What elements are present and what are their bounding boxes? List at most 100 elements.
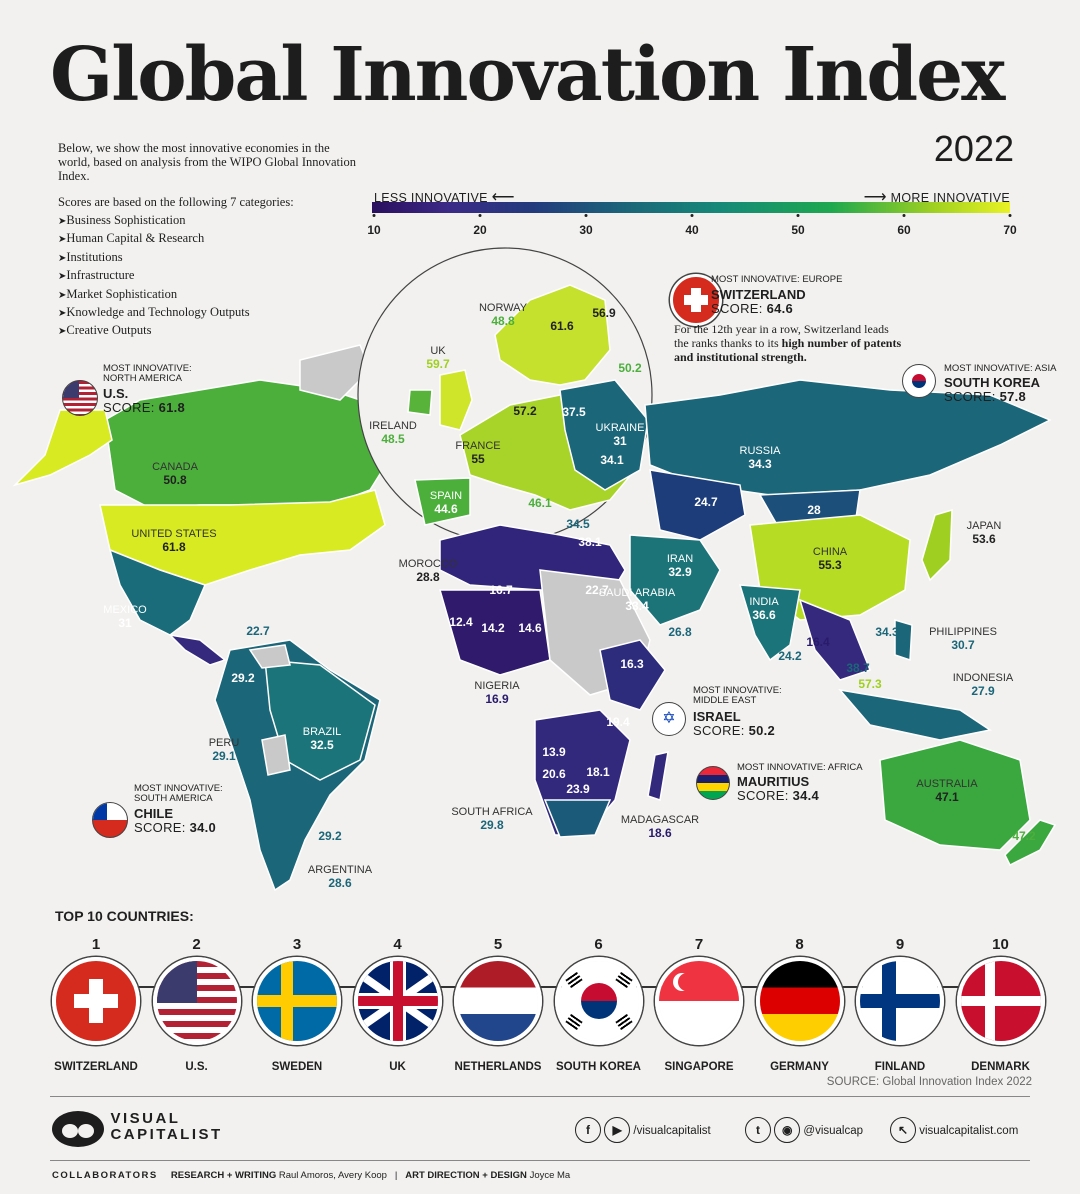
- map-label-name: AUSTRALIA: [916, 778, 978, 790]
- intro-text: Below, we show the most innovative econo…: [58, 141, 356, 183]
- map-label-35: PHILIPPINES 30.7: [918, 626, 1008, 652]
- uk-flag-icon: [353, 957, 442, 1045]
- instagram-icon[interactable]: ◉: [774, 1117, 801, 1143]
- world-map: [12, 247, 1057, 892]
- central-asia-shape: [649, 469, 746, 541]
- map-label-value: 29.1: [212, 749, 236, 763]
- category-item: Business Sophistication: [58, 212, 250, 230]
- legend-tick-label: 10: [367, 223, 381, 237]
- callout-sa-kicker: MOST INNOVATIVE: SOUTH AMERICA: [134, 783, 223, 804]
- mexico-shape: [108, 548, 207, 636]
- map-label-value: 31: [613, 434, 627, 448]
- map-label-47: 13.9: [509, 746, 599, 759]
- social-web[interactable]: ↖ visualcapitalist.com: [890, 1117, 1018, 1143]
- map-label-value: 29.2: [318, 829, 342, 843]
- map-label-name: IRELAND: [369, 420, 417, 432]
- top10-connector-line: [96, 986, 996, 988]
- legend-tick-label: 40: [685, 223, 699, 237]
- map-label-value: 16.7: [489, 583, 513, 597]
- map-label-18: RUSSIA 34.3: [715, 445, 805, 471]
- south-africa-shape: [543, 799, 612, 838]
- map-label-52: SOUTH AFRICA 29.8: [447, 806, 537, 832]
- credits: COLLABORATORS RESEARCH + WRITING Raul Am…: [52, 1170, 571, 1181]
- callout-europe-score: SCORE: 64.6: [711, 301, 794, 316]
- map-label-value: 37.5: [562, 405, 586, 419]
- map-label-value: 56.9: [592, 306, 616, 320]
- legend-less-label: LESS INNOVATIVE ⟵: [374, 189, 515, 206]
- map-label-15: UNITED STATES 61.8: [129, 528, 219, 554]
- map-label-value: 34.5: [566, 517, 590, 531]
- top10-item: 8 GERMANY: [750, 936, 850, 1073]
- social-tw-ig[interactable]: t ◉ @visualcap: [745, 1117, 863, 1143]
- youtube-icon[interactable]: ▶: [604, 1117, 631, 1143]
- map-label-50: 23.9: [533, 783, 623, 796]
- top10-item: 7 SINGAPORE: [649, 936, 749, 1073]
- social-fb-yt[interactable]: f ▶ /visualcapitalist: [575, 1117, 711, 1143]
- venezuela-shape: [248, 644, 291, 669]
- map-label-38: 16.3: [587, 658, 677, 671]
- map-label-31: 14.2: [448, 622, 538, 635]
- map-label-value: 57.2: [513, 404, 537, 418]
- map-label-value: 38.1: [578, 535, 602, 549]
- top10-country: SOUTH KOREA: [556, 1061, 641, 1073]
- us-flag-icon: [62, 380, 98, 416]
- legend-tick-mark: [690, 214, 694, 217]
- map-label-name: MEXICO: [103, 604, 147, 616]
- category-item: Knowledge and Technology Outputs: [58, 304, 249, 322]
- map-label-8: UKRAINE 31: [575, 422, 665, 448]
- map-label-4: 50.2: [585, 362, 675, 375]
- map-label-value: 22.7: [246, 624, 270, 638]
- category-item: Institutions: [58, 249, 250, 267]
- top10-rank: 7: [694, 936, 704, 953]
- callout-me-kicker: MOST INNOVATIVE: MIDDLE EAST: [693, 685, 782, 706]
- map-label-name: MADAGASCAR: [620, 814, 700, 826]
- twitter-icon[interactable]: t: [745, 1117, 771, 1143]
- brand-line2: CAPITALIST: [110, 1126, 223, 1143]
- brazil-shape: [264, 659, 376, 781]
- top10-rank: 2: [192, 936, 201, 953]
- indonesia-shape: [838, 688, 992, 741]
- callout-asia-score: SCORE: 57.8: [944, 389, 1027, 404]
- top10-item: 1 SWITZERLAND: [46, 936, 146, 1073]
- madagascar-shape: [647, 751, 669, 801]
- legend-tick-label: 60: [897, 223, 911, 237]
- source-text: SOURCE: Global Innovation Index 2022: [826, 1076, 1032, 1088]
- callout-europe: [670, 274, 722, 326]
- map-label-name: UK: [430, 345, 446, 357]
- israel-flag-icon: ✡: [652, 702, 686, 736]
- map-label-1: 61.6: [517, 320, 607, 333]
- map-label-51: AUSTRALIA 47.1: [902, 778, 992, 804]
- germany-flag-icon: [755, 957, 844, 1045]
- scandinavia-shape: [494, 284, 611, 386]
- map-label-name: SOUTH AFRICA: [451, 806, 533, 818]
- top10-rank: 1: [91, 936, 101, 953]
- legend-tick-mark: [372, 214, 376, 217]
- map-label-name: JAPAN: [966, 520, 1002, 532]
- cursor-icon[interactable]: ↖: [890, 1117, 916, 1143]
- top10-country: UK: [389, 1061, 406, 1073]
- map-label-value: 48.5: [381, 432, 405, 446]
- map-label-value: 28.8: [416, 570, 440, 584]
- map-label-name: SAUDI ARABIA: [598, 587, 676, 599]
- categories-label: Scores are based on the following 7 cate…: [58, 195, 294, 209]
- new-zealand-shape: [1004, 819, 1057, 867]
- map-label-value: 32.5: [310, 738, 334, 752]
- top10-rank: 8: [795, 936, 804, 953]
- legend-tick-label: 20: [473, 223, 487, 237]
- japan-shape: [921, 508, 953, 582]
- map-label-28: SAUDI ARABIA 33.4: [592, 587, 682, 613]
- top10-country: U.S.: [185, 1061, 208, 1073]
- category-item: Infrastructure: [58, 267, 250, 285]
- map-label-value: 14.6: [518, 621, 542, 635]
- map-label-55: ARGENTINA 28.6: [295, 864, 385, 890]
- callout-na-name: U.S.: [103, 386, 129, 401]
- map-label-value: 27.9: [971, 684, 995, 698]
- legend-tick-mark: [478, 214, 482, 217]
- top10-country: FINLAND: [874, 1061, 926, 1073]
- chile-flag-icon: [92, 802, 128, 838]
- map-label-value: 29.8: [480, 818, 504, 832]
- top10-country: DENMARK: [971, 1061, 1030, 1073]
- callout-europe-note: For the 12th year in a row, Switzerland …: [674, 322, 902, 364]
- map-label-value: 30.7: [951, 638, 975, 652]
- facebook-icon[interactable]: f: [575, 1117, 601, 1143]
